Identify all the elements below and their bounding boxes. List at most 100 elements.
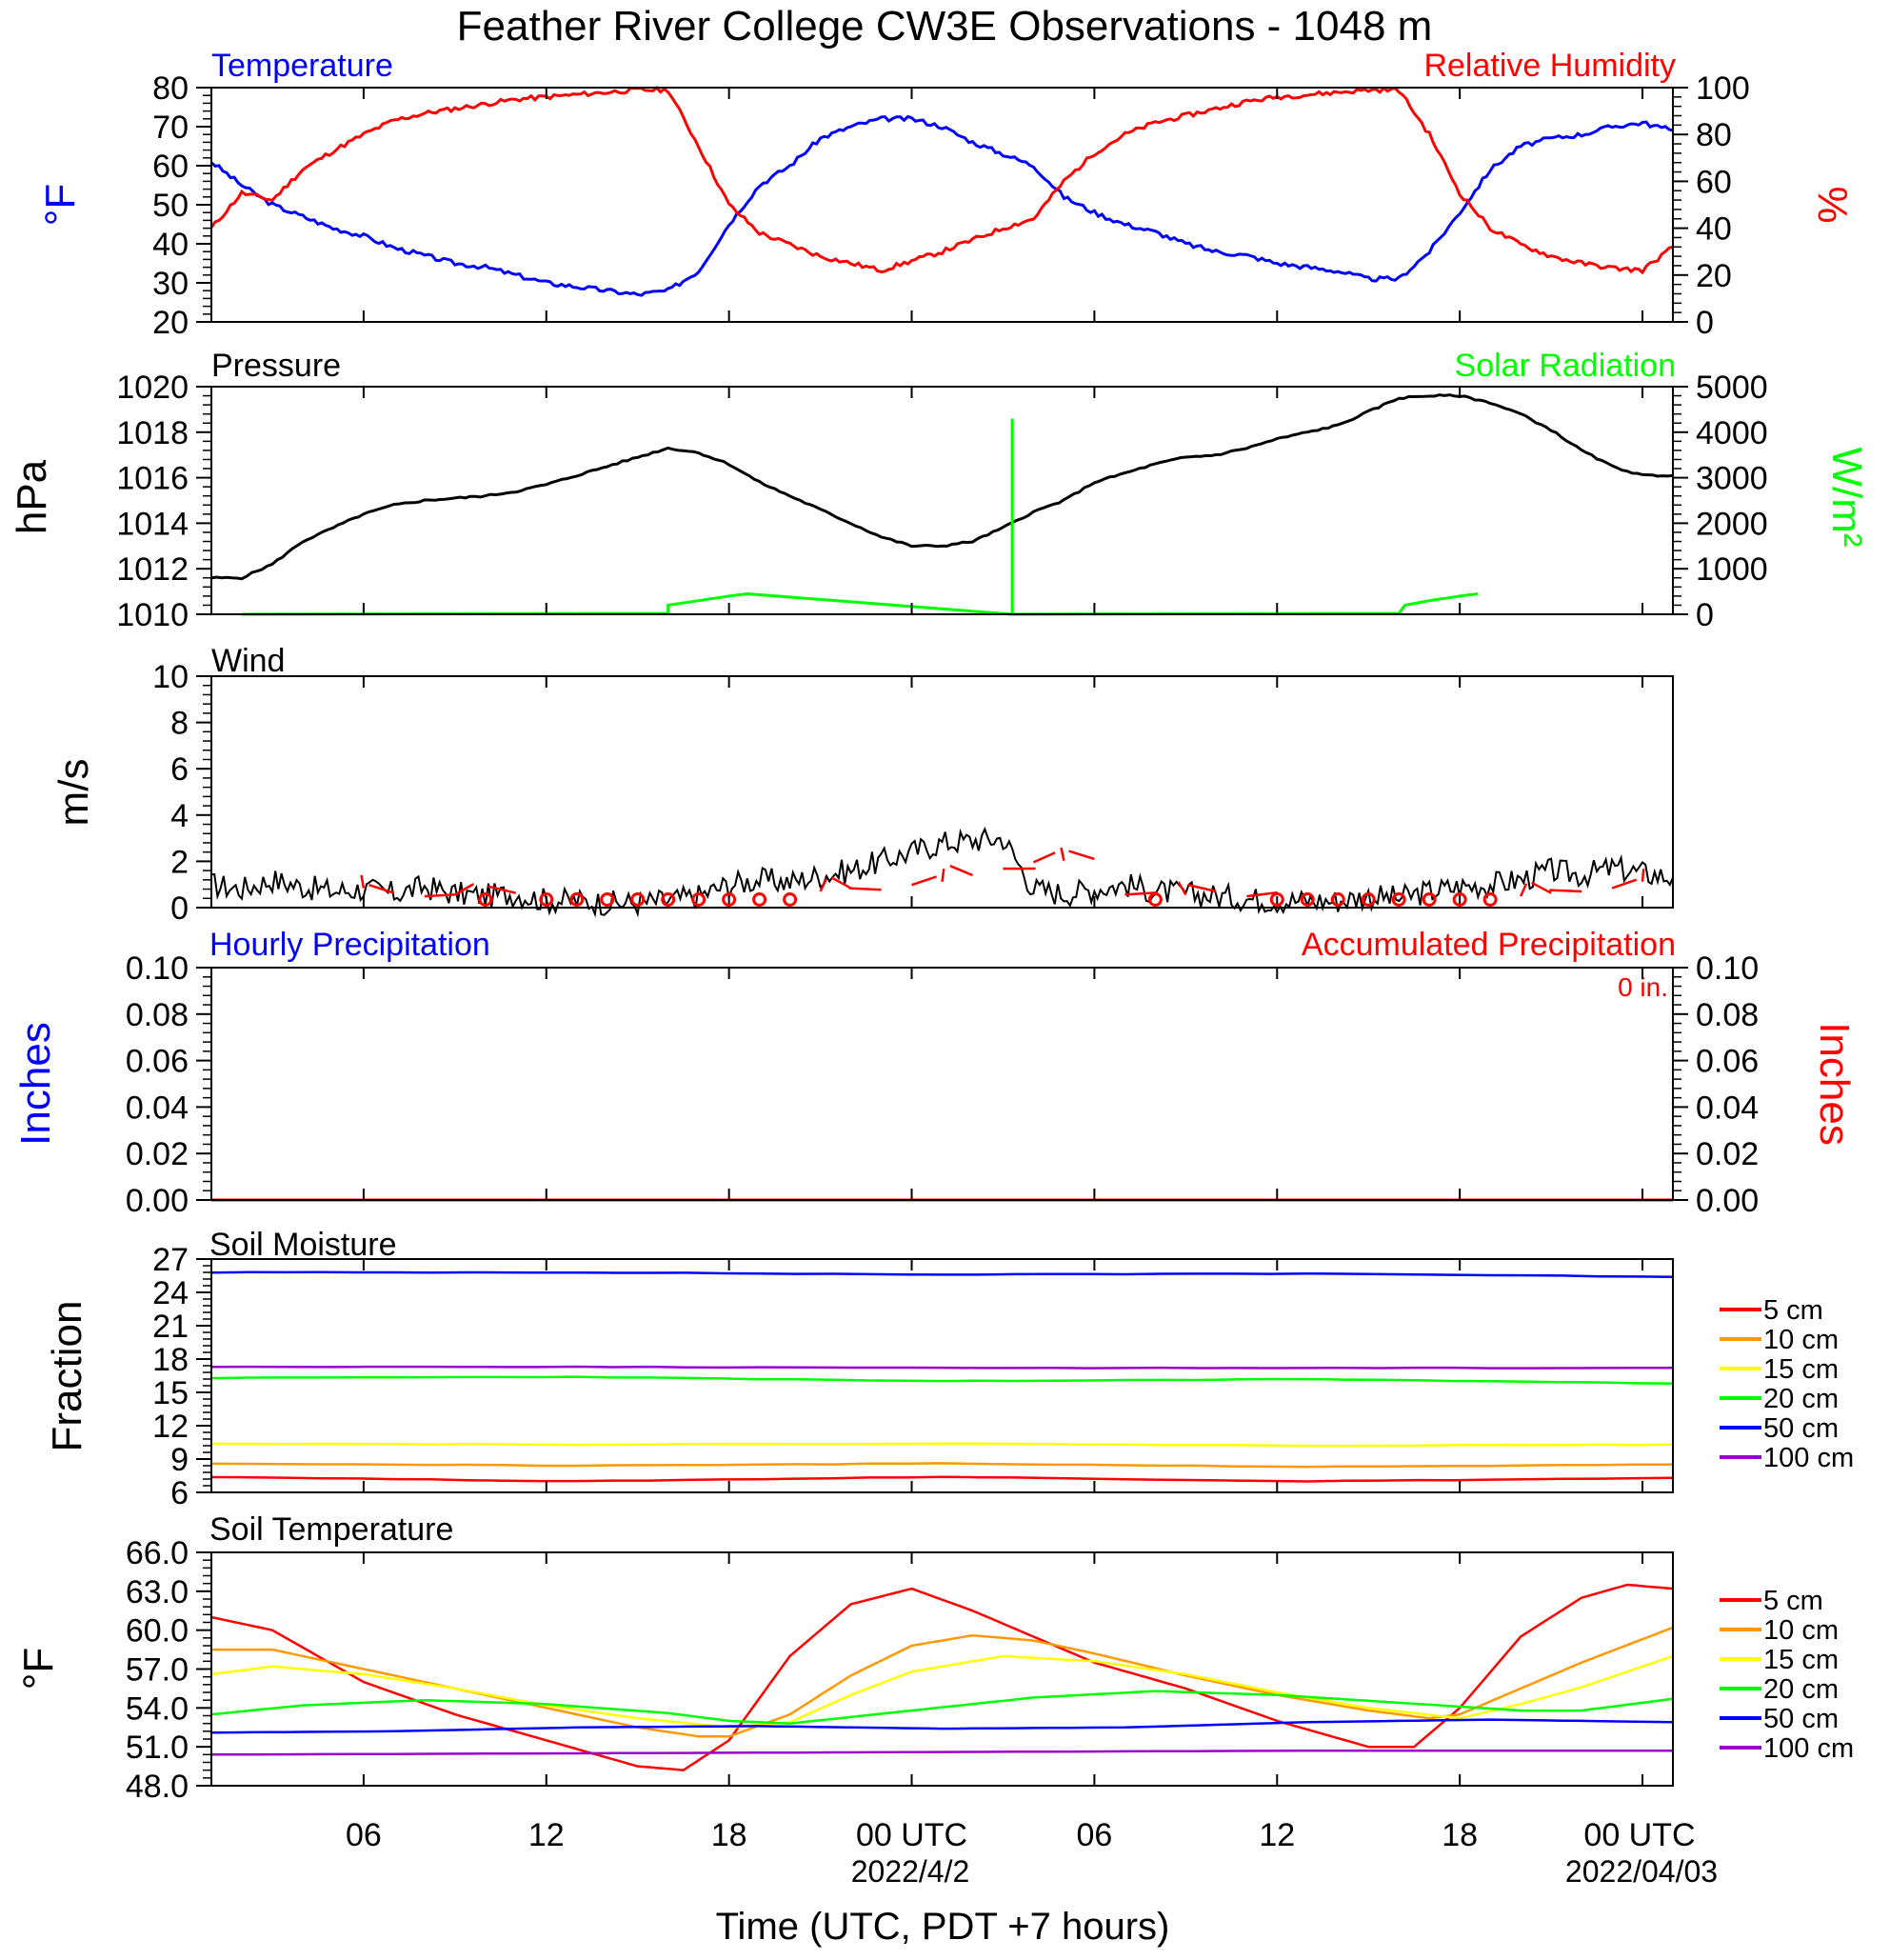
temperature-title: Temperature [211,48,393,84]
y-tick-label: 10 [152,659,189,695]
legend-label: 15 cm [1763,1645,1839,1675]
y-tick-label: 0.04 [126,1090,189,1126]
y-tick-label: 4 [170,798,189,834]
wind-barb [424,892,457,898]
calm-wind-marker [1482,891,1498,907]
y-tick-label: 18 [152,1342,189,1378]
calm-wind-marker [478,891,493,907]
wind-barb [941,869,945,882]
y-tick-label: 0.00 [1696,1183,1759,1219]
humidity-ticks: 0 20 40 60 80 100 [1673,70,1750,341]
soil-temperature-ylabel: °F [15,1648,62,1690]
wind-barb [1611,878,1638,890]
wind-ticks: 0 2 4 6 8 10 [152,659,211,927]
hourly-precip-title: Hourly Precipitation [209,927,490,963]
legend-label: 15 cm [1763,1354,1839,1385]
accum-precip-title: Accumulated Precipitation [1302,927,1676,963]
soil-series-line [210,1475,1674,1483]
y-tick-label: 50 [152,188,189,224]
y-tick-label: 0.06 [126,1044,189,1080]
y-tick-label: 48.0 [126,1769,189,1805]
soil-series-line [210,1583,1674,1771]
y-tick-label: 5000 [1696,370,1768,406]
calm-wind-marker [783,891,798,907]
y-tick-label: 54.0 [126,1690,189,1727]
plot-frame [210,1258,1674,1493]
pressure-solar-panel: Pressure Solar Radiation hPa W/m² 101010… [9,348,1870,633]
x-tick-label: 18 [1442,1817,1478,1853]
wind-barb [949,865,973,877]
solar-ylabel: W/m² [1823,447,1870,547]
calm-wind-marker [691,891,706,907]
solar-ticks: 0 1000 2000 3000 4000 5000 [1673,370,1768,633]
y-tick-label: 0.02 [126,1136,189,1172]
y-tick-label: 0 [1696,597,1714,633]
calm-wind-marker [752,891,767,907]
legend-label: 50 cm [1763,1413,1839,1444]
wind-barb [1519,883,1528,897]
calm-wind-marker [722,891,737,907]
wind-barb [848,887,882,891]
soil-series-line [210,1750,1673,1756]
calm-wind-marker [569,891,585,907]
y-tick-label: 27 [152,1242,189,1278]
y-tick-label: 80 [152,70,189,107]
y-tick-label: 0.06 [1696,1044,1759,1080]
y-tick-label: 40 [1696,211,1732,248]
y-tick-label: 70 [152,110,189,146]
calm-wind-marker [630,891,646,907]
legend-label: 10 cm [1763,1615,1839,1646]
x-axis-label: Time (UTC, PDT +7 hours) [716,1906,1170,1948]
y-tick-label: 60.0 [126,1613,189,1650]
accum-precip-ticks: 0.00 0.02 0.04 0.06 0.08 0.10 [1673,950,1759,1219]
wind-barb [1187,883,1217,893]
x-tick-label: 12 [528,1817,565,1853]
y-tick-label: 100 [1696,70,1750,107]
x-tick-label: 00 UTC [1583,1817,1695,1853]
wind-barb [1531,881,1552,894]
soil-moisture-series [210,1270,1674,1483]
time-axis: 06 12 18 00 UTC 06 12 18 00 UTC [346,1817,1696,1853]
soil-series-line [210,1462,1673,1469]
solar-title: Solar Radiation [1455,348,1676,384]
wind-barb [360,874,366,889]
calm-wind-marker [661,891,676,907]
wind-barb [1177,881,1187,896]
y-tick-label: 60 [1696,164,1732,200]
y-tick-label: 1020 [116,370,189,406]
pressure-ylabel: hPa [9,459,55,534]
wind-barb [1068,850,1095,861]
wind-title: Wind [211,643,285,679]
soil-series-line [210,1654,1674,1730]
legend-label: 5 cm [1763,1295,1823,1326]
x-tick-label: 06 [1076,1817,1112,1853]
pressure-ticks: 1010 1012 1014 1016 1018 1020 [116,370,211,633]
y-tick-label: 66.0 [126,1535,189,1571]
y-tick-label: 30 [152,266,189,302]
precipitation-panel: Hourly Precipitation Accumulated Precipi… [12,927,1858,1219]
legend-label: 5 cm [1763,1586,1823,1616]
wind-barb [1641,869,1645,882]
wind-barb [1124,891,1158,896]
x-tick-label: 12 [1259,1817,1295,1853]
y-tick-label: 15 [152,1375,189,1411]
y-tick-label: 57.0 [126,1652,189,1689]
soil-moisture-ylabel: Fraction [44,1301,90,1452]
humidity-ylabel: % [1809,186,1856,223]
y-tick-label: 1018 [116,415,189,451]
calm-wind-marker [1300,891,1315,907]
calm-wind-marker [1391,891,1406,907]
temperature-line [209,114,1674,297]
x-tick-label: 06 [346,1817,382,1853]
soil-series-line [210,1442,1674,1448]
x-tick-label: 00 UTC [856,1817,967,1853]
soil-series-line [210,1270,1674,1278]
soil-series-line [210,1690,1674,1725]
legend-label: 100 cm [1763,1733,1854,1764]
wind-barb [1060,847,1065,861]
y-tick-label: 4000 [1696,415,1768,451]
plot-frame [210,675,1674,909]
y-tick-label: 0.10 [1696,950,1759,987]
